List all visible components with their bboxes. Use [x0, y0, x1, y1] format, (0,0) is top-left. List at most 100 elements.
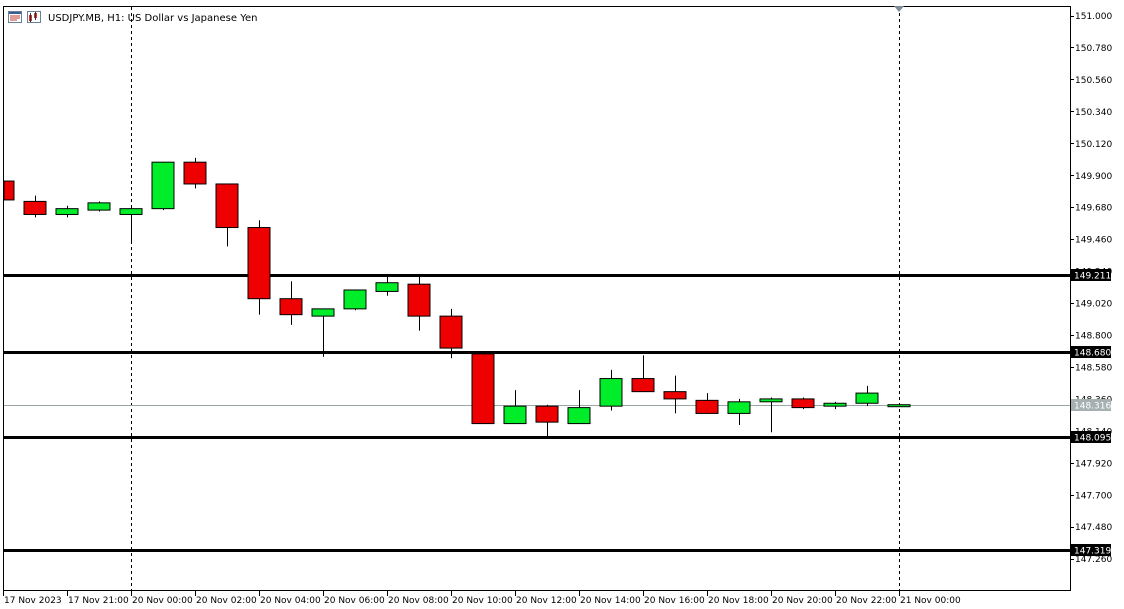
candle-body [151, 161, 175, 210]
time-tick-label: 20 Nov 00:00 [132, 596, 193, 606]
current-price-label: 148.316 [1071, 399, 1111, 412]
bear-candle[interactable] [215, 183, 239, 247]
time-tick-label: 17 Nov 2023 [4, 596, 62, 606]
price-tick-label: 147.700 [1075, 491, 1112, 501]
price-tick-label: 150.120 [1075, 140, 1112, 150]
price-tick-label: 149.020 [1075, 300, 1112, 310]
bull-candle[interactable] [887, 403, 911, 408]
level-price-label: 147.319 [1071, 544, 1111, 557]
candle-body [407, 283, 431, 317]
bull-candle[interactable] [599, 369, 623, 411]
candle-body [823, 402, 847, 407]
candles [3, 157, 911, 437]
candle-body [567, 407, 591, 425]
price-tick-label: 151.000 [1075, 12, 1112, 22]
bull-candle[interactable] [823, 401, 847, 410]
price-tick-label: 149.460 [1075, 236, 1112, 246]
candle-body [3, 180, 15, 201]
bear-candle[interactable] [471, 350, 495, 425]
bull-candle[interactable] [855, 385, 879, 407]
time-tick-label: 20 Nov 02:00 [196, 596, 257, 606]
bear-candle[interactable] [247, 220, 271, 315]
candle-body [695, 399, 719, 414]
time-tick-label: 20 Nov 04:00 [260, 596, 321, 606]
price-tick-label: 150.560 [1075, 76, 1112, 86]
candle-body [599, 378, 623, 407]
price-tick-label: 147.260 [1075, 555, 1112, 565]
bear-candle[interactable] [439, 308, 463, 359]
candle-body [87, 202, 111, 211]
level-price-label-box [1071, 269, 1111, 281]
bull-candle[interactable] [727, 398, 751, 426]
candle-body [311, 308, 335, 317]
current-price-label-text: 148.316 [1074, 402, 1111, 412]
chart-window-icon[interactable] [8, 11, 22, 23]
bull-candle[interactable] [55, 205, 79, 218]
bear-candle[interactable] [23, 195, 47, 218]
level-price-label-box [1071, 544, 1111, 556]
chart-title: USDJPY.MB, H1: US Dollar vs Japanese Yen [48, 13, 257, 24]
price-tick-label: 149.900 [1075, 172, 1112, 182]
candle-body [215, 183, 239, 229]
chart-header: USDJPY.MB, H1: US Dollar vs Japanese Yen [8, 11, 257, 24]
price-tick-label: 148.580 [1075, 363, 1112, 373]
bull-candle[interactable] [151, 161, 175, 211]
candle-body [855, 392, 879, 404]
bear-candle[interactable] [3, 179, 15, 202]
time-tick-label: 20 Nov 10:00 [452, 596, 513, 606]
shift-marker-icon[interactable] [894, 6, 904, 12]
time-tick-label: 20 Nov 14:00 [580, 596, 641, 606]
current-price-label-box [1071, 399, 1111, 411]
bear-candle[interactable] [663, 375, 687, 414]
bear-candle[interactable] [183, 157, 207, 189]
price-tick-label: 147.920 [1075, 459, 1112, 469]
price-tick-label: 150.780 [1075, 44, 1112, 54]
level-price-label: 148.095 [1071, 431, 1111, 444]
bull-candle[interactable] [343, 289, 367, 311]
time-tick-label: 20 Nov 12:00 [516, 596, 577, 606]
candle-body [791, 398, 815, 409]
bear-candle[interactable] [535, 404, 559, 437]
candle-body [887, 404, 911, 408]
level-price-label-text: 148.095 [1074, 434, 1111, 444]
level-price-label-box [1071, 431, 1111, 443]
candle-body [727, 401, 751, 414]
bull-candle[interactable] [503, 390, 527, 425]
candle-body [503, 405, 527, 425]
bear-candle[interactable] [407, 275, 431, 331]
candle-body [247, 227, 271, 300]
candle-body [663, 391, 687, 400]
time-axis: 17 Nov 2023 17 Nov 21:00 20 Nov 00:00 20 No… [3, 591, 961, 606]
candle-body [375, 282, 399, 292]
bear-candle[interactable] [631, 355, 655, 393]
price-tick-label: 148.800 [1075, 332, 1112, 342]
time-tick-label: 17 Nov 21:00 [68, 596, 129, 606]
period-separators [131, 7, 900, 590]
candle-body [535, 405, 559, 423]
trading-icon[interactable] [27, 11, 41, 23]
candle-body [279, 298, 303, 316]
bear-candle[interactable] [695, 393, 719, 414]
bull-candle[interactable] [119, 205, 143, 244]
bull-candle[interactable] [87, 201, 111, 212]
price-tick-label: 150.340 [1075, 108, 1112, 118]
candle-body [439, 315, 463, 349]
level-price-label: 149.211 [1071, 269, 1111, 282]
candle-body [183, 161, 207, 185]
level-price-label-box [1071, 346, 1111, 358]
bull-candle[interactable] [311, 308, 335, 357]
bull-candle[interactable] [375, 275, 399, 296]
level-price-label-text: 147.319 [1074, 547, 1111, 557]
price-tick-label: 149.680 [1075, 204, 1112, 214]
time-tick-label: 21 Nov 00:00 [900, 596, 961, 606]
bull-candle[interactable] [567, 390, 591, 425]
bull-candle[interactable] [759, 397, 783, 433]
bear-candle[interactable] [279, 281, 303, 325]
candle-body [119, 208, 143, 215]
time-tick-label: 20 Nov 08:00 [388, 596, 449, 606]
time-tick-label: 20 Nov 20:00 [772, 596, 833, 606]
bear-candle[interactable] [791, 397, 815, 410]
horizontal-levels [4, 274, 1070, 552]
